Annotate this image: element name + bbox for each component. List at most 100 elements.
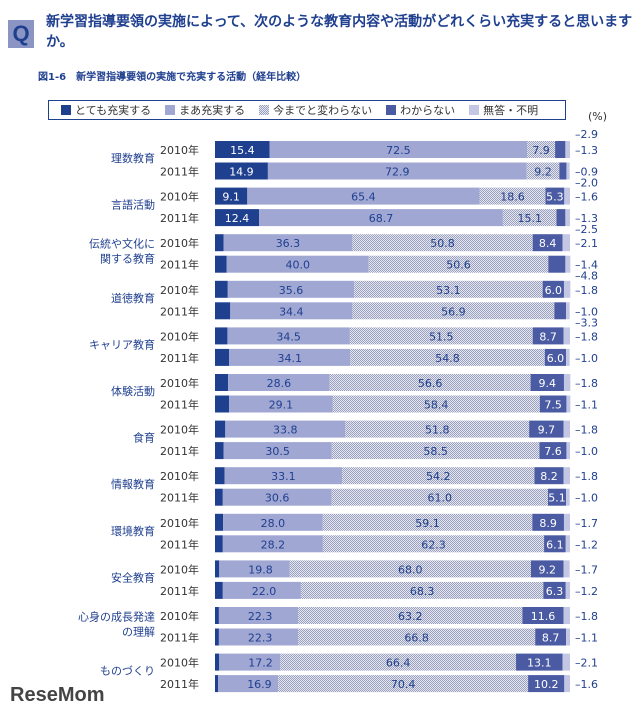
data-label: 72.9 xyxy=(385,166,410,179)
data-label: 59.1 xyxy=(415,517,440,530)
data-label: 33.8 xyxy=(273,424,298,437)
year-label: 2011年 xyxy=(160,491,199,505)
bar-segment xyxy=(566,162,570,180)
bar-segment xyxy=(535,628,567,646)
legend-swatch xyxy=(61,105,71,115)
bar-segment xyxy=(219,653,281,671)
data-label: 7.5 xyxy=(544,399,562,412)
bar-segment xyxy=(563,420,570,438)
legend-item: 今までと変わらない xyxy=(259,102,372,118)
bar-segment xyxy=(562,234,570,252)
data-label: 68.7 xyxy=(369,212,394,225)
data-label: 16.9 xyxy=(247,678,272,691)
data-label: –1.7 xyxy=(575,563,598,576)
bar-segment xyxy=(215,675,219,693)
legend-label: わからない xyxy=(400,104,456,117)
data-label: –2.1 xyxy=(575,237,598,250)
bar-segment xyxy=(530,374,564,391)
bar-segment xyxy=(354,280,543,298)
bar-segment xyxy=(565,209,570,227)
bar-segment xyxy=(215,581,223,599)
bar-segment xyxy=(566,442,570,460)
category-label: 環境教育 xyxy=(111,524,155,538)
data-label: –2.0 xyxy=(575,177,598,190)
bar-segment xyxy=(554,302,567,320)
category-label: 理数教育 xyxy=(111,151,155,165)
bar-segment xyxy=(227,280,355,298)
category-label: ものづくり xyxy=(100,665,155,678)
data-label: –1.4 xyxy=(575,259,598,272)
bar-segment xyxy=(215,535,223,553)
bar-segment xyxy=(543,581,566,599)
data-label: –1.0 xyxy=(575,445,598,458)
bar-segment xyxy=(545,187,565,205)
bar-segment xyxy=(566,628,570,646)
bar-segment xyxy=(528,675,565,693)
bar-segment xyxy=(222,488,332,506)
year-label: 2011年 xyxy=(160,304,199,318)
year-label: 2010年 xyxy=(160,376,199,390)
data-label: 66.4 xyxy=(386,657,411,670)
bar-segment xyxy=(230,302,353,320)
data-label: 11.6 xyxy=(531,610,556,623)
bar-segment xyxy=(215,628,219,646)
bar-segment xyxy=(563,467,570,485)
legend-swatch xyxy=(386,105,397,115)
data-label: 15.1 xyxy=(517,212,542,225)
bar-segment xyxy=(218,675,279,693)
bar-segment xyxy=(229,395,333,413)
bar-segment xyxy=(223,234,353,252)
bar-segment xyxy=(227,327,350,345)
bar-segment xyxy=(534,467,564,485)
year-label: 2011年 xyxy=(160,211,199,225)
bar-segment xyxy=(532,513,564,531)
bar-segment xyxy=(229,348,351,366)
question-title: 新学習指導要領の実施によって、次のような教育内容や活動がどれくらい充実すると思い… xyxy=(46,14,633,50)
data-label: –1.8 xyxy=(575,424,598,437)
bar-segment xyxy=(215,209,260,227)
data-label: 9.4 xyxy=(539,377,557,390)
data-label: –1.8 xyxy=(575,377,598,390)
data-label: 12.4 xyxy=(225,212,250,225)
bar-segment xyxy=(349,327,533,345)
data-label: –1.8 xyxy=(575,610,598,623)
data-label: 13.1 xyxy=(527,657,552,670)
bar-segment xyxy=(564,187,570,205)
data-label: 61.0 xyxy=(427,492,452,505)
bar-segment xyxy=(368,255,549,273)
legend-item: わからない xyxy=(386,102,455,118)
bar-segment xyxy=(479,187,546,205)
bar-segment xyxy=(539,442,567,460)
bar-segment xyxy=(215,302,231,320)
data-label: –1.2 xyxy=(575,585,598,598)
category-label: 体験活動 xyxy=(111,384,155,398)
data-label: 29.1 xyxy=(269,399,294,412)
bar-segment xyxy=(566,488,570,506)
data-label: –1.8 xyxy=(575,330,598,343)
category-label: 言語活動 xyxy=(111,198,155,212)
bar-segment xyxy=(555,141,566,158)
bar-segment xyxy=(565,141,570,158)
data-label: 8.7 xyxy=(542,632,560,645)
bar-segment xyxy=(527,141,556,158)
bar-segment xyxy=(215,280,228,298)
year-label: 2011年 xyxy=(160,398,199,412)
bar-segment xyxy=(222,535,323,553)
year-label: 2011年 xyxy=(160,584,199,598)
data-label: 58.5 xyxy=(423,445,448,458)
bar-segment xyxy=(539,395,567,413)
bar-segment xyxy=(563,280,571,298)
bar-segment xyxy=(223,442,332,460)
legend-item: まあ充実する xyxy=(165,102,245,118)
data-label: 7.6 xyxy=(544,445,562,458)
data-label: 5.3 xyxy=(546,191,564,204)
year-label: 2010年 xyxy=(160,516,199,530)
data-label: 8.9 xyxy=(539,517,557,530)
data-label: 17.2 xyxy=(248,657,273,670)
bar-segment xyxy=(322,513,533,531)
data-label: 30.6 xyxy=(265,492,290,505)
bar-segment xyxy=(548,255,566,273)
bar-segment xyxy=(222,581,301,599)
bar-segment xyxy=(563,560,570,578)
data-label: 65.4 xyxy=(351,191,376,204)
